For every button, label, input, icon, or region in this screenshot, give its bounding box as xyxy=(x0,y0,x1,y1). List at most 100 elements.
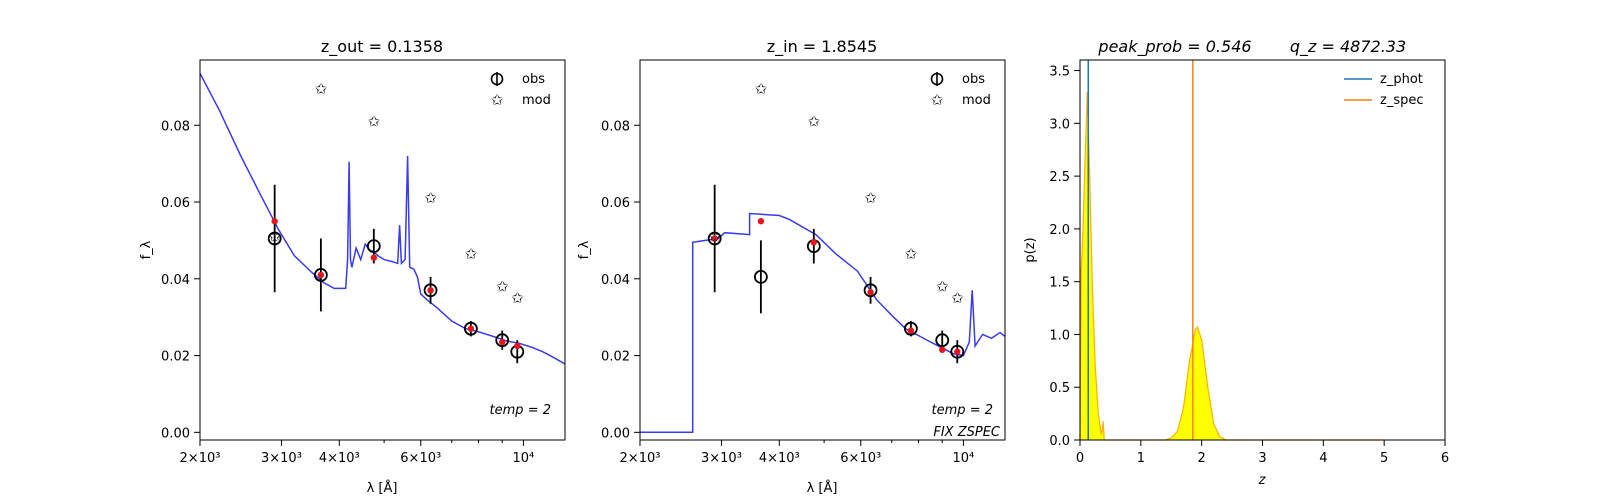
model-band-point-1 xyxy=(757,218,765,225)
y-tick-label: 0.0 xyxy=(1049,434,1070,449)
x-tick-label: 10⁴ xyxy=(513,451,535,466)
model-band-point-4 xyxy=(907,327,915,334)
x-tick-label: 4×10³ xyxy=(319,451,360,466)
model-band-point-3 xyxy=(427,287,434,294)
panel-pz-xlabel: z xyxy=(1258,473,1267,488)
legend-mod-label: mod xyxy=(522,93,551,108)
x-tick-label: 6×10³ xyxy=(400,451,441,466)
legend-z-spec-label: z_spec xyxy=(1380,93,1424,108)
legend-mod-marker: ✩ xyxy=(931,91,944,109)
y-tick-label: 0.02 xyxy=(601,350,630,365)
panel-sed-out-ticks: 2×10³ 3×10³ 4×10³ 6×10³ 10⁴ 0.00 0.02 0.04 0.06 0… xyxy=(161,119,534,466)
pz-fill-area xyxy=(1080,91,1385,440)
y-tick-label: 0.04 xyxy=(601,273,630,288)
y-tick-label: 0.08 xyxy=(161,119,190,134)
x-tick-label: 0 xyxy=(1076,451,1084,466)
obs-point-1 xyxy=(313,268,328,282)
mod-point-6: ✩ xyxy=(951,289,964,307)
mod-point-3: ✩ xyxy=(424,189,437,207)
obs-point-4 xyxy=(463,321,478,336)
mod-point-3: ✩ xyxy=(864,189,877,207)
y-tick-label: 2.5 xyxy=(1049,170,1070,185)
y-tick-label: 3.0 xyxy=(1049,117,1070,132)
panel-sed-out-ylabel: f_λ xyxy=(139,240,154,259)
x-tick-label: 2 xyxy=(1198,451,1206,466)
legend-obs-label: obs xyxy=(962,72,985,87)
panel-sed-in-annotation-fix: FIX ZSPEC xyxy=(933,425,1001,440)
x-tick-label: 5 xyxy=(1380,451,1388,466)
x-tick-label: 2×10³ xyxy=(620,451,661,466)
model-band-point-2 xyxy=(370,254,378,261)
mod-point-0: ✩ xyxy=(268,228,281,246)
model-spectrum-line xyxy=(640,212,1005,434)
y-tick-label: 0.02 xyxy=(161,350,190,365)
model-band-point-1 xyxy=(317,271,325,279)
y-tick-label: 3.5 xyxy=(1049,65,1070,80)
y-tick-label: 1.0 xyxy=(1049,328,1070,343)
panel-sed-in-annotation-temp: temp = 2 xyxy=(932,403,993,418)
x-tick-label: 4×10³ xyxy=(759,451,800,466)
panel-pz-frame xyxy=(1079,59,1446,441)
model-band-point-2 xyxy=(810,239,818,246)
legend-mod-label: mod xyxy=(962,93,991,108)
panel-sed-in-title: z_in = 1.8545 xyxy=(767,37,878,57)
panel-pz-ticks: 0 1 2 3 4 5 6 0.0 0.5 1.0 1.5 2.0 2.5 3.0 3.5 xyxy=(1049,65,1449,466)
mod-point-5: ✩ xyxy=(496,277,509,295)
obs-point-6 xyxy=(950,344,965,359)
panel-sed-in: ✩✩✩✩✩✩✩ 2×10³ 3×10³ 4×10³ 6×10³ 10⁴ 0.00 0.02 0… xyxy=(577,37,1006,496)
mod-point-4: ✩ xyxy=(465,245,478,263)
panel-sed-out-xlabel: λ [Å] xyxy=(367,480,398,496)
panel-sed-out-plot: ✩✩✩✩✩✩✩ xyxy=(200,73,565,365)
mod-point-5: ✩ xyxy=(936,277,949,295)
x-tick-label: 2×10³ xyxy=(180,451,221,466)
model-band-point-6 xyxy=(514,342,521,350)
model-band-point-0 xyxy=(271,218,278,225)
y-tick-label: 0.5 xyxy=(1049,381,1070,396)
y-tick-label: 0.06 xyxy=(601,196,630,211)
x-tick-label: 3×10³ xyxy=(261,451,302,466)
y-tick-label: 1.5 xyxy=(1049,276,1070,291)
panel-sed-in-plot: ✩✩✩✩✩✩✩ xyxy=(640,80,1005,434)
obs-point-5 xyxy=(495,333,510,348)
mod-point-1: ✩ xyxy=(755,80,768,98)
panel-sed-out-legend: obs ✩ mod xyxy=(490,72,551,109)
mod-point-6: ✩ xyxy=(511,289,524,307)
obs-point-2 xyxy=(366,239,381,254)
y-tick-label: 2.0 xyxy=(1049,223,1070,238)
mod-point-1: ✩ xyxy=(315,80,328,98)
y-tick-label: 0.08 xyxy=(601,119,630,134)
y-tick-label: 0.06 xyxy=(161,196,190,211)
model-band-point-0 xyxy=(711,235,718,242)
obs-point-3 xyxy=(423,283,438,298)
obs-point-1 xyxy=(753,269,768,284)
x-tick-label: 1 xyxy=(1137,451,1145,466)
panel-sed-out-annotation-temp: temp = 2 xyxy=(490,403,551,418)
y-tick-label: 0.00 xyxy=(161,426,190,441)
x-tick-label: 10⁴ xyxy=(953,451,975,466)
panel-sed-in-frame xyxy=(639,59,1006,441)
x-tick-label: 3×10³ xyxy=(701,451,742,466)
model-spectrum-line xyxy=(200,73,565,365)
legend-mod-marker: ✩ xyxy=(491,91,504,109)
legend-z-phot-label: z_phot xyxy=(1380,72,1423,87)
x-tick-label: 6 xyxy=(1441,451,1449,466)
obs-point-3 xyxy=(863,283,878,298)
y-tick-label: 0.04 xyxy=(161,273,190,288)
obs-point-0 xyxy=(267,231,282,246)
panel-pz-legend: z_phot z_spec xyxy=(1344,72,1424,108)
mod-point-2: ✩ xyxy=(368,112,381,130)
panel-sed-in-xlabel: λ [Å] xyxy=(807,480,838,496)
panel-pz-ylabel: p(z) xyxy=(1023,237,1038,262)
x-tick-label: 4 xyxy=(1319,451,1327,466)
model-band-point-5 xyxy=(499,338,506,346)
panel-sed-out-title: z_out = 0.1358 xyxy=(321,37,443,57)
y-tick-label: 0.00 xyxy=(601,426,630,441)
panel-sed-in-legend: obs ✩ mod xyxy=(930,72,991,109)
x-tick-label: 6×10³ xyxy=(840,451,881,466)
panel-sed-in-ylabel: f_λ xyxy=(577,240,592,259)
mod-point-0: ✩ xyxy=(708,228,721,246)
legend-obs-label: obs xyxy=(522,72,545,87)
model-band-point-6 xyxy=(954,348,961,355)
panel-sed-in-ticks: 2×10³ 3×10³ 4×10³ 6×10³ 10⁴ 0.00 0.02 0.04 0.06 0… xyxy=(601,119,974,466)
